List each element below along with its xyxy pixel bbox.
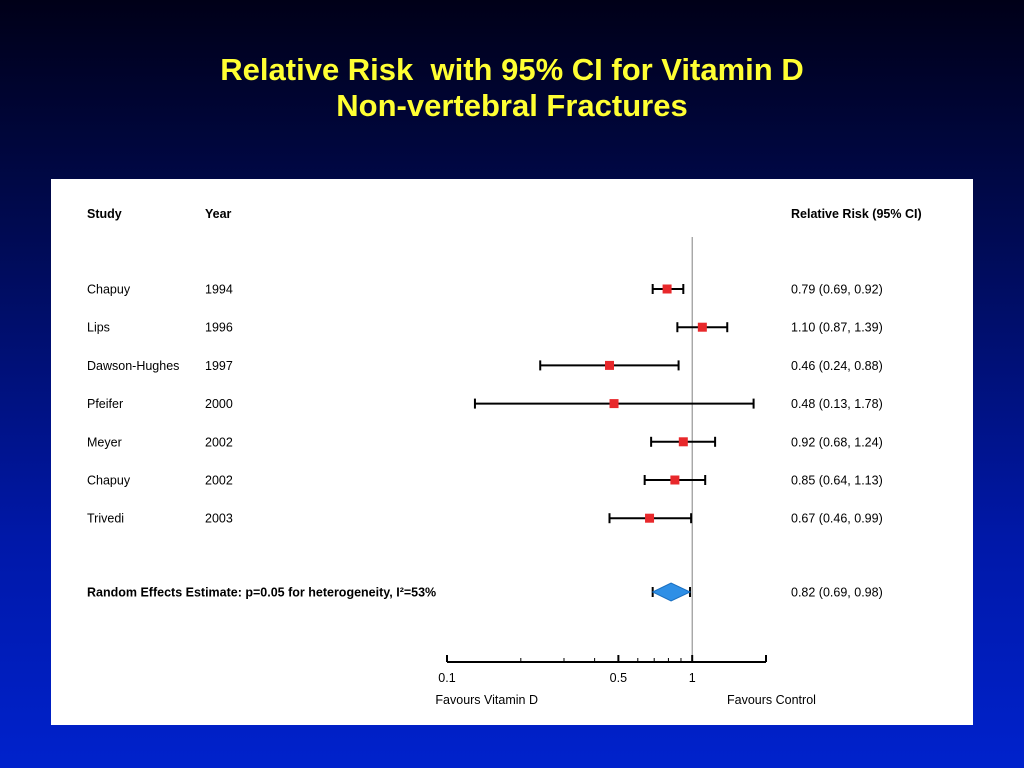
x-axis-tick-label: 1: [689, 671, 696, 685]
header-year: Year: [205, 207, 232, 221]
study-estimate-label: 0.46 (0.24, 0.88): [791, 359, 883, 373]
title-line-1: Relative Risk with 95% CI for Vitamin D: [220, 52, 804, 87]
summary-estimate-label: 0.82 (0.69, 0.98): [791, 586, 883, 600]
x-axis-tick-label: 0.5: [610, 671, 627, 685]
point-estimate-marker: [609, 399, 619, 409]
study-estimate-label: 0.92 (0.68, 1.24): [791, 435, 883, 449]
study-year: 1997: [205, 359, 233, 373]
title-line-2: Non-vertebral Fractures: [336, 88, 688, 123]
study-name: Chapuy: [87, 283, 131, 297]
point-estimate-marker: [678, 437, 688, 447]
study-name: Dawson-Hughes: [87, 359, 179, 373]
study-year: 2000: [205, 397, 233, 411]
study-year: 1994: [205, 283, 233, 297]
study-year: 2002: [205, 435, 233, 449]
header-study: Study: [87, 207, 122, 221]
point-estimate-marker: [645, 513, 655, 523]
study-name: Trivedi: [87, 512, 124, 526]
study-estimate-label: 0.67 (0.46, 0.99): [791, 512, 883, 526]
study-name: Lips: [87, 321, 110, 335]
study-year: 2003: [205, 512, 233, 526]
x-axis-tick-label: 0.1: [438, 671, 455, 685]
study-name: Pfeifer: [87, 397, 123, 411]
study-name: Chapuy: [87, 474, 131, 488]
forest-plot: Study Year Relative Risk (95% CI) Favour…: [87, 207, 922, 707]
point-estimate-marker: [670, 475, 680, 485]
study-year: 2002: [205, 474, 233, 488]
forest-plot-panel: Study Year Relative Risk (95% CI) Favour…: [51, 179, 973, 725]
study-name: Meyer: [87, 435, 122, 449]
study-estimate-label: 1.10 (0.87, 1.39): [791, 321, 883, 335]
favours-right-label: Favours Control: [727, 693, 816, 707]
point-estimate-marker: [662, 284, 672, 294]
study-estimate-label: 0.85 (0.64, 1.13): [791, 474, 883, 488]
summary-diamond: [651, 582, 692, 602]
study-estimate-label: 0.79 (0.69, 0.92): [791, 283, 883, 297]
header-estimate: Relative Risk (95% CI): [791, 207, 922, 221]
point-estimate-marker: [605, 360, 615, 370]
study-estimate-label: 0.48 (0.13, 1.78): [791, 397, 883, 411]
point-estimate-marker: [697, 322, 707, 332]
study-year: 1996: [205, 321, 233, 335]
summary-label: Random Effects Estimate: p=0.05 for hete…: [87, 586, 436, 600]
slide-title: Relative Risk with 95% CI for Vitamin D …: [0, 52, 1024, 124]
favours-left-label: Favours Vitamin D: [435, 693, 538, 707]
